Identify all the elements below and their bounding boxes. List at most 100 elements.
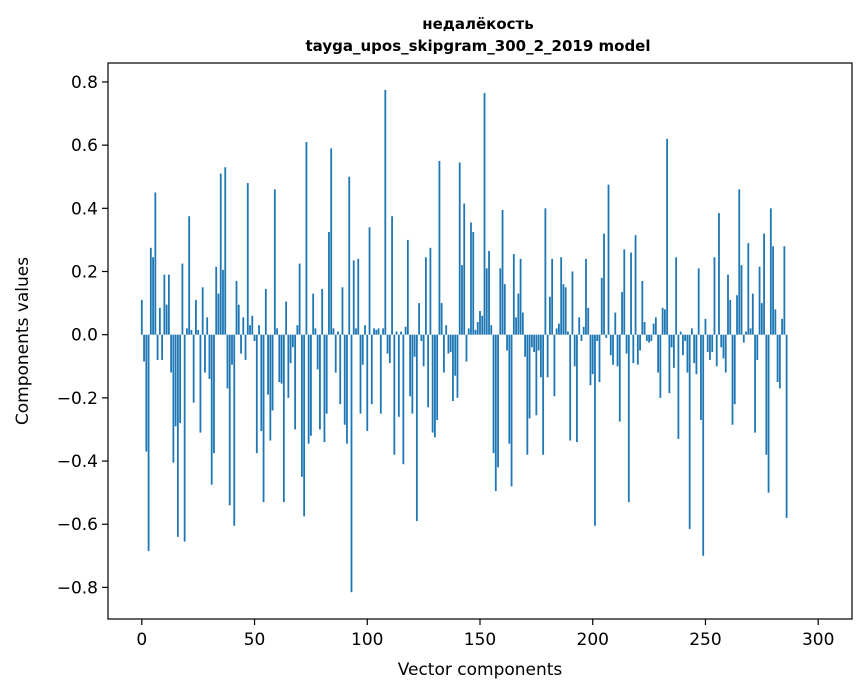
bar (158, 307, 161, 335)
bar (145, 334, 148, 452)
bar (391, 216, 393, 335)
bar (697, 268, 700, 335)
bar (319, 334, 321, 430)
bar (654, 317, 657, 335)
bar (172, 334, 175, 463)
y-tick-label: 0.0 (71, 326, 98, 346)
bar (240, 334, 242, 354)
bar (258, 325, 260, 335)
bar (140, 299, 143, 335)
bar (589, 334, 592, 386)
bar (767, 334, 770, 493)
bar (603, 233, 605, 335)
bar (747, 243, 750, 335)
bar (339, 334, 342, 405)
bar (636, 334, 639, 365)
bar (424, 257, 427, 335)
bar (641, 280, 644, 335)
bar (226, 334, 229, 389)
bar (521, 312, 524, 335)
bar (587, 307, 590, 335)
bar (573, 334, 576, 367)
bar (614, 312, 617, 335)
bar (555, 328, 558, 335)
bar (213, 334, 215, 454)
x-axis-label: Vector components (398, 660, 563, 680)
bar (758, 266, 761, 335)
x-tick-label: 100 (351, 630, 383, 650)
bar (481, 315, 484, 335)
bar (422, 334, 425, 367)
bar (190, 329, 193, 335)
bar (192, 334, 195, 403)
bar (582, 326, 585, 335)
bar (607, 184, 610, 335)
bar (598, 334, 601, 383)
bar (255, 334, 258, 454)
bar (348, 176, 351, 335)
bar (679, 331, 682, 335)
bar (659, 334, 662, 398)
bar (402, 334, 405, 465)
bar (359, 334, 362, 414)
bar (742, 334, 745, 343)
x-tick-label: 250 (689, 630, 721, 650)
bar (765, 334, 768, 455)
bar (553, 334, 556, 397)
bar (303, 334, 306, 517)
bar (195, 299, 197, 335)
bar (648, 334, 650, 343)
bar (298, 263, 301, 335)
bar (443, 334, 445, 373)
bar (463, 203, 466, 335)
bar (727, 274, 729, 335)
bar (434, 334, 436, 438)
bar (515, 317, 517, 335)
bar (492, 334, 495, 454)
bar (161, 334, 164, 360)
bar (740, 265, 743, 335)
bar (526, 334, 529, 455)
bar (174, 334, 177, 427)
bar (580, 334, 583, 341)
bar (706, 334, 709, 353)
bar (219, 173, 222, 335)
bar (332, 328, 335, 335)
bar (688, 334, 691, 529)
bar (384, 89, 387, 335)
bar (675, 257, 678, 335)
bar (307, 334, 310, 444)
chart-title-line-2: tayga_upos_skipgram_300_2_2019 model (306, 37, 651, 55)
bar (731, 334, 734, 425)
bar (355, 328, 357, 335)
x-tick-label: 300 (802, 630, 834, 650)
bar (596, 334, 599, 341)
bar (393, 334, 396, 455)
bar (343, 334, 346, 425)
bar (591, 334, 594, 375)
bar (472, 232, 475, 335)
bar (630, 252, 632, 335)
y-tick-label: −0.6 (57, 515, 98, 535)
bar (718, 213, 720, 335)
bar (377, 328, 380, 335)
bar (312, 293, 315, 335)
bar (548, 296, 551, 335)
bar (539, 334, 542, 378)
bar (449, 334, 452, 353)
bar (711, 334, 714, 353)
bar (285, 301, 288, 335)
bar (618, 334, 621, 422)
bar (215, 266, 218, 335)
bar (736, 295, 738, 335)
bar (709, 334, 711, 360)
bar (562, 284, 565, 335)
bar (783, 246, 786, 335)
bar (280, 334, 283, 384)
bar (325, 334, 328, 414)
bar (282, 334, 285, 503)
bar (310, 334, 312, 436)
bar (488, 250, 490, 335)
bar (558, 323, 560, 335)
y-tick-label: −0.4 (57, 452, 98, 472)
